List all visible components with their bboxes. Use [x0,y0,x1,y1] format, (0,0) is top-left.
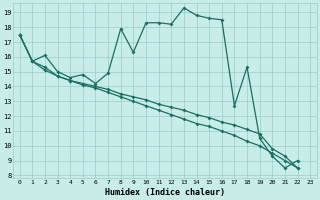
X-axis label: Humidex (Indice chaleur): Humidex (Indice chaleur) [105,188,225,197]
